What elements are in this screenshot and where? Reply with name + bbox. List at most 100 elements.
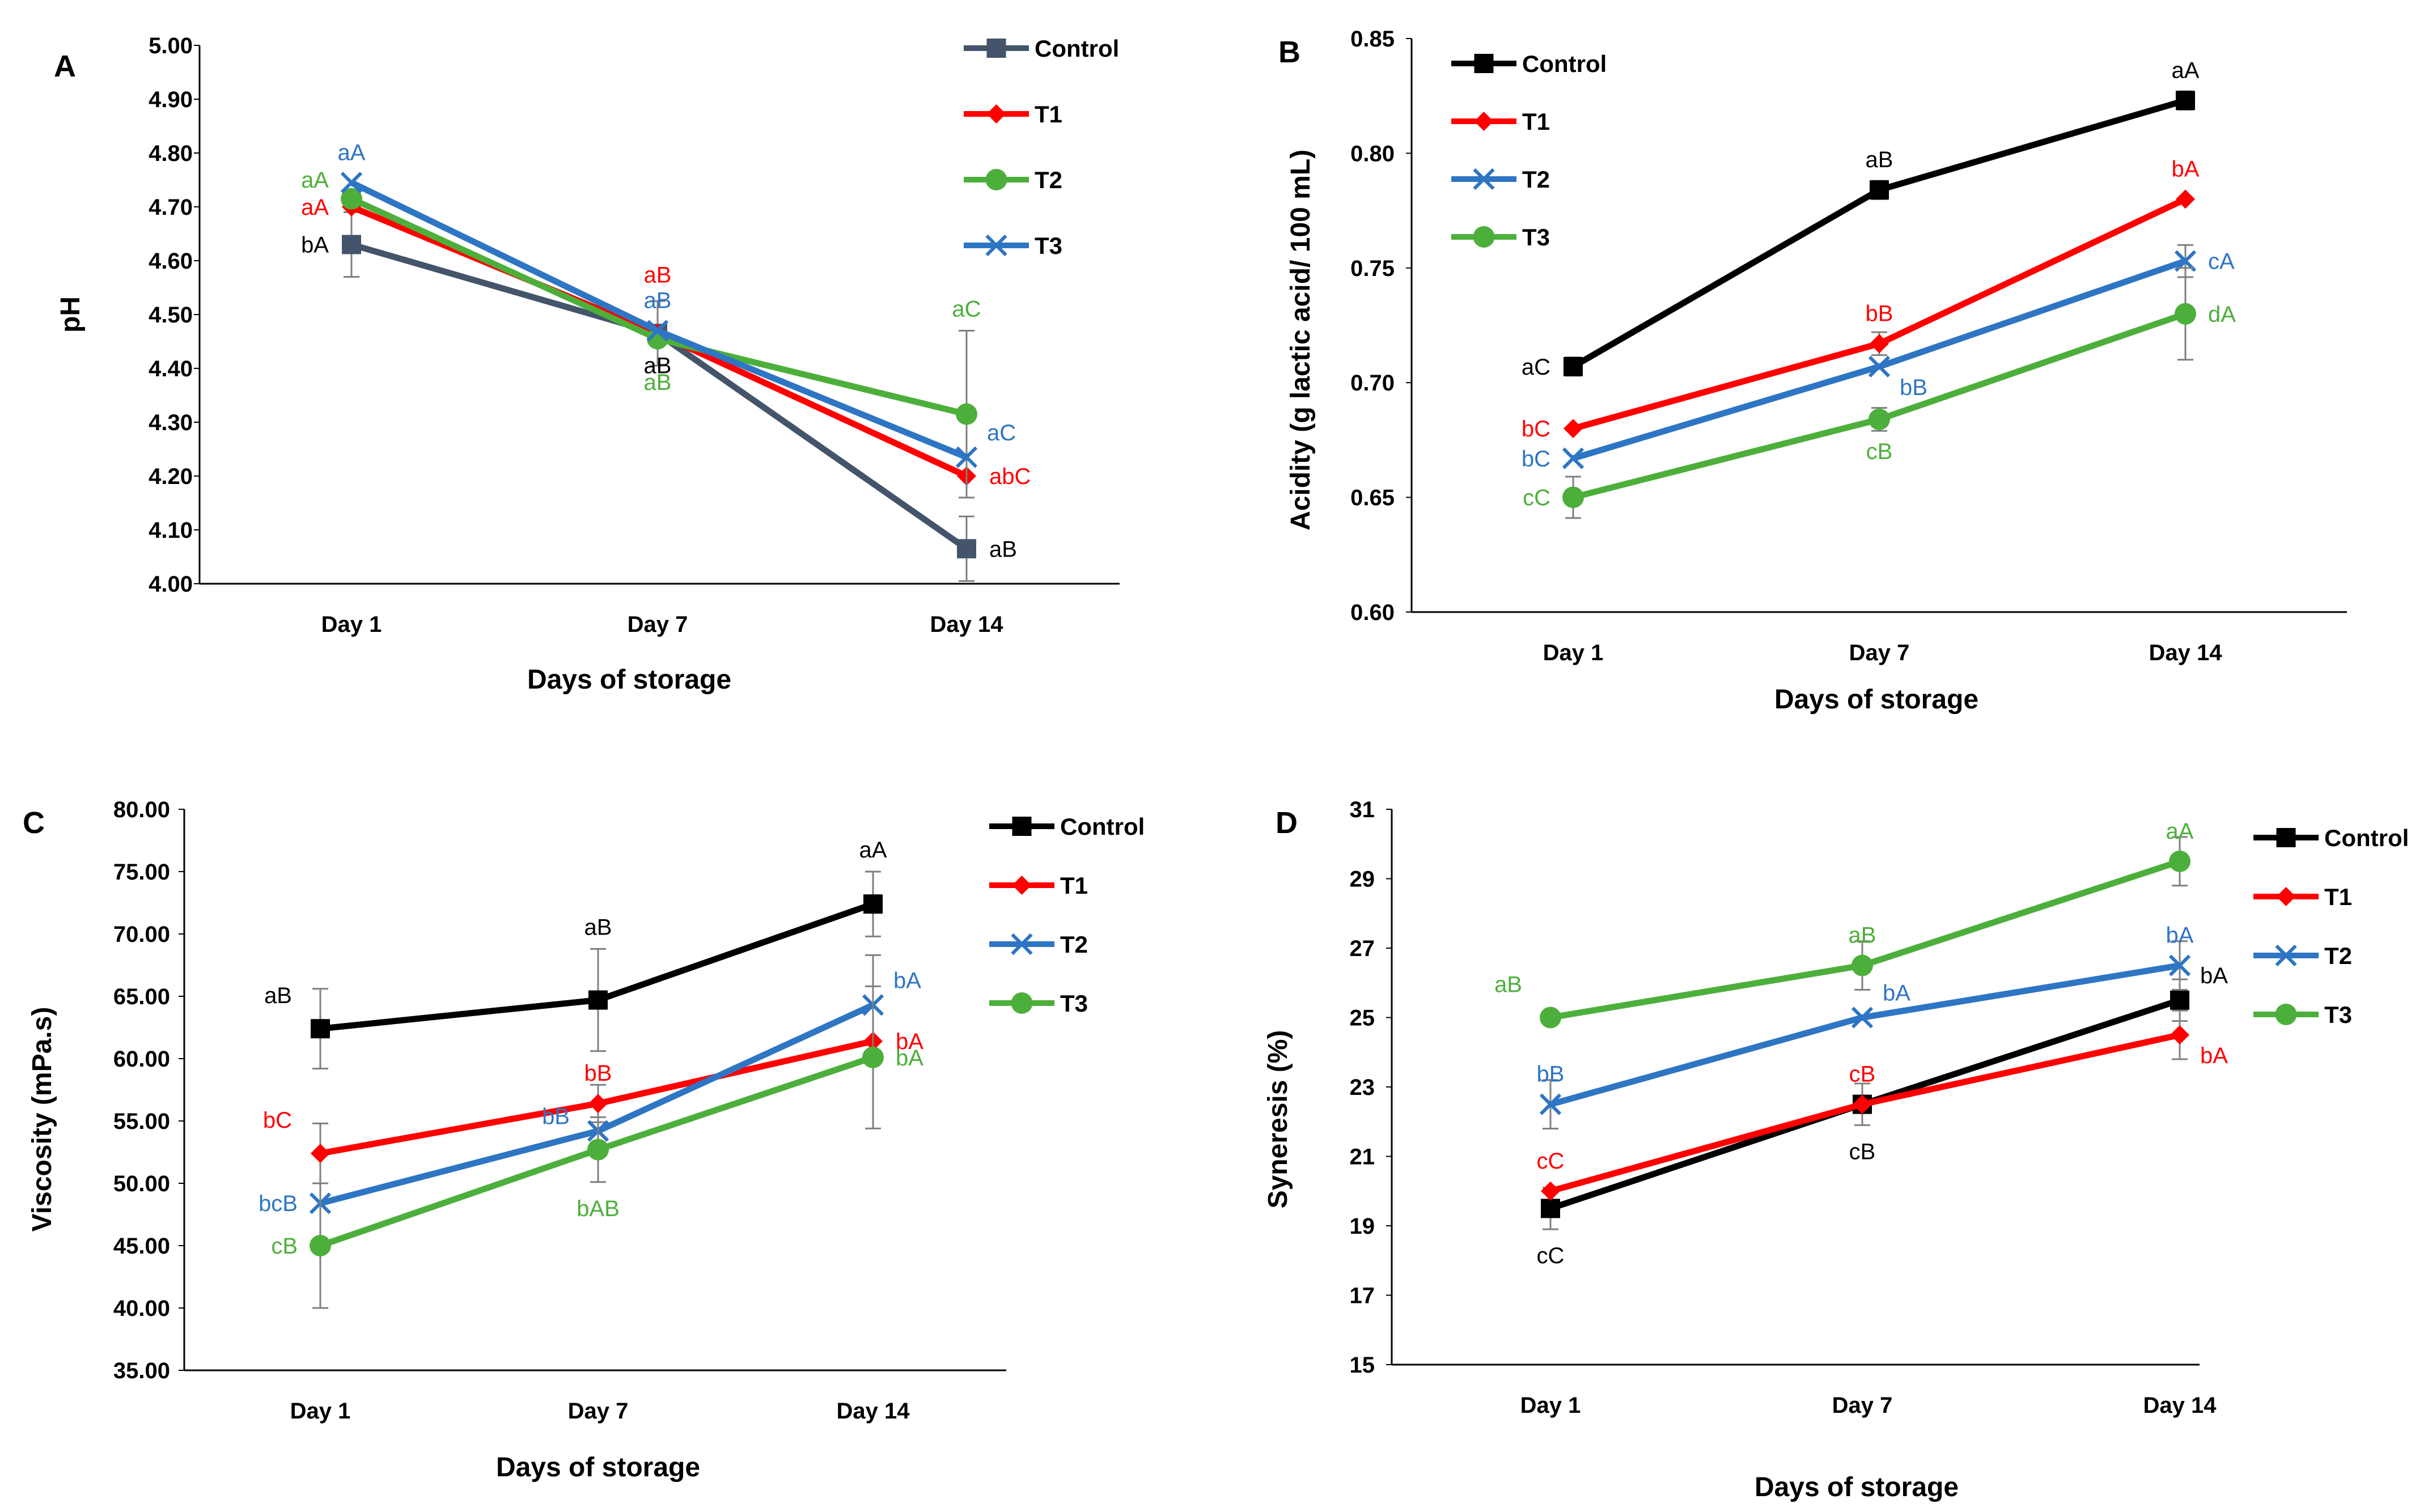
y-tick-label: 19: [1350, 1214, 1375, 1239]
series-t3: cB bAB bA: [271, 985, 923, 1309]
y-tick-label: 50.00: [113, 1171, 170, 1196]
data-point: [2176, 189, 2195, 209]
y-tick-label: 70.00: [113, 922, 170, 947]
significance-label: aB: [644, 370, 672, 395]
data-point: [1562, 486, 1584, 508]
y-tick-label: 0.65: [1350, 486, 1395, 511]
x-tick-label: Day 14: [930, 612, 1004, 637]
significance-label: bB: [1537, 1062, 1565, 1087]
significance-label: bA: [893, 968, 921, 993]
x-tick-label: Day 7: [1849, 640, 1910, 665]
data-point: [310, 1235, 331, 1256]
legend-entry: Control: [1522, 50, 1607, 77]
legend-marker: [2276, 828, 2296, 847]
legend-marker: [2275, 944, 2297, 967]
significance-label: cC: [1537, 1243, 1565, 1268]
y-tick-label: 55.00: [113, 1109, 170, 1134]
significance-label: bA: [2200, 1043, 2228, 1068]
legend-entry: T2: [1060, 931, 1088, 958]
x-axis-title: Days of storage: [496, 1452, 700, 1483]
significance-label: bB: [1866, 301, 1893, 326]
legend: Control T1 T2 T3: [964, 35, 1119, 259]
y-tick-label: 65.00: [113, 984, 170, 1009]
data-point: [1539, 1093, 1562, 1115]
legend-entry: T3: [1035, 232, 1062, 259]
significance-label: bB: [584, 1061, 612, 1086]
significance-label: aC: [1522, 355, 1550, 380]
data-point: [588, 1094, 608, 1114]
legend: Control T1 T2 T3: [989, 813, 1145, 1017]
data-point: [2176, 91, 2195, 111]
x-axis-title: Days of storage: [527, 665, 731, 695]
legend-marker: [985, 169, 1007, 190]
legend-entry: Control: [2324, 825, 2409, 851]
series-t1: cC cB bA: [1537, 1009, 2228, 1201]
significance-label: bA: [301, 233, 329, 258]
y-tick-label: 31: [1350, 797, 1375, 822]
significance-label: bA: [2166, 923, 2194, 948]
significance-label: aB: [1494, 972, 1522, 997]
legend-marker: [986, 104, 1006, 124]
legend-marker: [2276, 887, 2296, 906]
x-tick-label: Day 1: [290, 1399, 351, 1424]
legend-entry: T1: [1035, 101, 1062, 128]
y-tick-label: 4.30: [149, 410, 193, 435]
y-tick-label: 17: [1350, 1284, 1375, 1309]
legend-marker: [1011, 992, 1033, 1014]
significance-label: aB: [264, 983, 292, 1008]
data-point: [1851, 1006, 1874, 1029]
data-point: [955, 446, 978, 468]
data-point: [1869, 408, 1890, 430]
significance-label: bAB: [577, 1196, 620, 1221]
y-tick-label: 0.85: [1350, 27, 1395, 52]
data-point: [311, 1144, 330, 1163]
y-tick-label: 4.20: [149, 464, 193, 489]
significance-label: aA: [859, 838, 887, 863]
chart-panel-a: A Days of storage pH 4.00 4.10 4.20 4.30 4.4…: [54, 33, 1120, 695]
legend-entry: T1: [1060, 872, 1088, 899]
data-point: [588, 990, 608, 1010]
y-tick-label: 0.80: [1350, 141, 1395, 166]
x-tick-label: Day 7: [568, 1399, 629, 1424]
chart-panel-b: B Days of storage Acidity (g lactic acid…: [1278, 27, 2347, 715]
legend-entry: T1: [1522, 108, 1550, 135]
legend: Control T1 T2 T3: [2253, 825, 2409, 1028]
significance-label: aA: [338, 140, 366, 165]
legend-marker: [1011, 933, 1033, 955]
data-point: [341, 188, 362, 210]
x-tick-label: Day 14: [837, 1399, 910, 1424]
legend-entry: T1: [2324, 884, 2352, 910]
data-point: [1851, 954, 1873, 976]
y-tick-label: 23: [1350, 1075, 1375, 1100]
significance-label: cA: [2208, 249, 2235, 274]
panel-letter-c: C: [23, 806, 45, 840]
data-point: [2168, 954, 2191, 976]
data-point: [2175, 303, 2196, 325]
data-point: [862, 1046, 884, 1068]
y-tick-label: 75.00: [113, 860, 170, 885]
significance-label: dA: [2208, 302, 2236, 327]
significance-label: bA: [896, 1046, 923, 1071]
legend-entry: Control: [1035, 35, 1119, 62]
significance-label: aA: [2172, 58, 2200, 83]
legend-entry: T2: [2324, 942, 2352, 969]
y-tick-label: 40.00: [113, 1296, 170, 1321]
legend: Control T1 T2 T3: [1451, 50, 1607, 250]
significance-label: cB: [1849, 1139, 1876, 1164]
significance-label: bA: [896, 1029, 923, 1054]
significance-label: aB: [989, 537, 1017, 562]
y-tick-label: 0.60: [1350, 600, 1395, 625]
data-point: [2170, 1025, 2189, 1045]
legend-entry: T3: [1522, 224, 1550, 250]
y-tick-label: 25: [1350, 1006, 1375, 1031]
data-point: [2170, 990, 2189, 1010]
significance-label: bC: [263, 1108, 292, 1133]
data-point: [587, 1139, 609, 1161]
panel-letter-d: D: [1276, 806, 1298, 840]
data-point: [1540, 1006, 1561, 1029]
series-t1: bC bB bA: [1522, 156, 2200, 441]
significance-label: bcB: [259, 1191, 298, 1216]
significance-label: bA: [1883, 981, 1910, 1006]
x-tick-label: Day 14: [2143, 1393, 2217, 1418]
legend-entry: T2: [1522, 166, 1550, 193]
